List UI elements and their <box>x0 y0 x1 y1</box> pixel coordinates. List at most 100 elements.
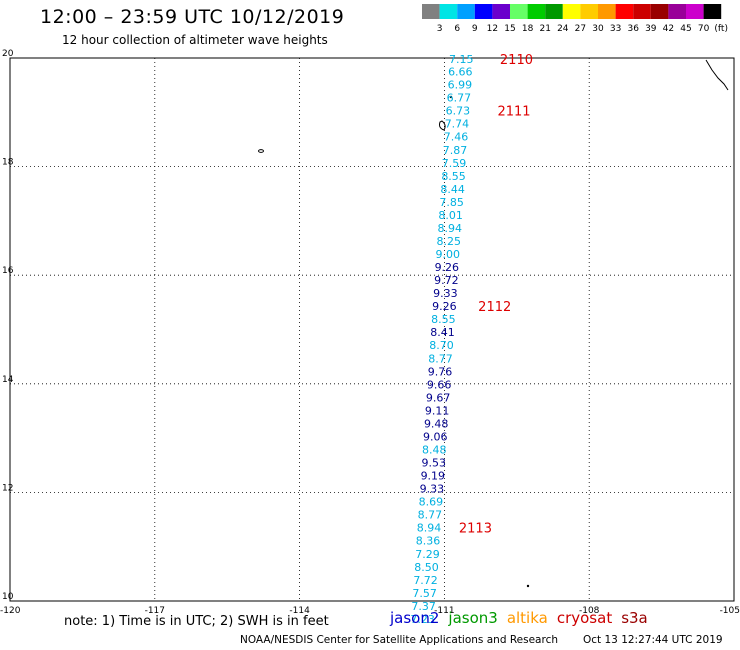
map-frame <box>9 57 735 602</box>
color-scale-label: 45 <box>680 24 691 34</box>
y-tick-label: 16 <box>2 266 14 276</box>
x-tick-label: -114 <box>289 606 310 616</box>
color-swatch <box>510 4 528 19</box>
color-scale-label: 15 <box>504 24 515 34</box>
color-scale-label: 18 <box>522 24 534 34</box>
wave-height-point: 8.69 <box>419 496 444 509</box>
wave-height-point: 8.77 <box>428 352 453 365</box>
color-swatch <box>422 4 440 19</box>
wave-height-point: 8.50 <box>414 561 439 574</box>
wave-height-point: 9.26 <box>435 261 460 274</box>
wave-height-point: 7.57 <box>412 587 437 600</box>
y-tick-label: 12 <box>2 483 13 493</box>
wave-height-point: 9.33 <box>433 287 458 300</box>
wave-height-point: 7.23 <box>410 613 435 626</box>
color-scale-label: 70 <box>698 24 710 34</box>
color-scale-label: 33 <box>610 24 621 34</box>
color-swatch <box>633 4 651 19</box>
time-label: 2111 <box>497 105 530 120</box>
y-tick-label: 18 <box>2 158 14 168</box>
map-title: 12:00 – 23:59 UTC 10/12/2019 <box>40 6 345 28</box>
legend-jason3: jason3 <box>448 609 498 627</box>
satellite-legend: jason2 jason3 altika cryosat s3a <box>390 609 657 627</box>
color-scale-label: 21 <box>539 24 550 34</box>
y-tick-label: 20 <box>2 49 14 59</box>
island-outline <box>526 584 530 588</box>
units-note: note: 1) Time is in UTC; 2) SWH is in fe… <box>64 614 329 629</box>
wave-height-point: 8.41 <box>430 326 455 339</box>
color-swatch <box>703 4 722 19</box>
wave-height-point: 8.77 <box>418 509 443 522</box>
x-tick-label: -111 <box>434 606 454 616</box>
legend-cryosat: cryosat <box>556 609 613 627</box>
wave-height-point: 7.37 <box>411 600 436 613</box>
color-swatch <box>598 4 616 19</box>
wave-height-point: 9.48 <box>424 417 449 430</box>
wave-height-point: 8.01 <box>438 209 463 222</box>
color-scale-label: 12 <box>487 24 498 34</box>
x-tick-label: -117 <box>145 606 165 616</box>
color-swatch <box>474 4 493 19</box>
color-swatch <box>457 4 475 19</box>
wave-height-point: 8.70 <box>429 339 454 352</box>
map-subtitle: 12 hour collection of altimeter wave hei… <box>62 33 328 47</box>
wave-height-point: 7.15 <box>449 53 474 66</box>
wave-height-point: 8.25 <box>436 235 461 248</box>
color-scale-label: 9 <box>472 24 478 34</box>
wave-height-point: 9.67 <box>426 391 451 404</box>
wave-height-point: 8.55 <box>441 170 466 183</box>
time-label: 2110 <box>500 53 533 68</box>
wave-height-point: 7.85 <box>439 196 464 209</box>
color-swatch <box>650 4 669 19</box>
wave-height-point: 9.76 <box>428 365 453 378</box>
wave-height-point: 7.29 <box>415 548 440 561</box>
wave-height-point: 6.99 <box>448 79 473 92</box>
color-swatch <box>545 4 563 19</box>
footer-credit: NOAA/NESDIS Center for Satellite Applica… <box>240 634 558 646</box>
color-scale-label: 24 <box>557 24 569 34</box>
wave-height-point: 8.48 <box>422 444 447 457</box>
time-label: 2112 <box>478 300 511 315</box>
color-scale-bar: 3 6 9 12 15 18 21 24 27 30 33 36 39 42 45 70 (ft) <box>422 4 728 34</box>
color-scale-label: (ft) <box>714 24 728 34</box>
wave-height-point: 8.94 <box>417 522 442 535</box>
island-outline <box>258 149 264 153</box>
legend-jason2: jason2 <box>390 609 440 627</box>
wave-height-point: 8.55 <box>431 313 456 326</box>
wave-height-point: 7.59 <box>442 157 467 170</box>
color-scale-label: 39 <box>645 24 657 34</box>
color-scale-label: 42 <box>663 24 674 34</box>
wave-height-point: 6.66 <box>448 66 473 79</box>
wave-height-point: 7.87 <box>443 144 468 157</box>
color-swatch <box>439 4 458 19</box>
wave-height-point: 9.66 <box>427 378 452 391</box>
color-swatch <box>562 4 581 19</box>
legend-s3a: s3a <box>621 609 648 627</box>
wave-height-point: 9.06 <box>423 430 448 443</box>
color-scale-label: 3 <box>437 24 443 34</box>
color-scale-label: 27 <box>575 24 586 34</box>
x-tick-label: -108 <box>579 606 600 616</box>
wave-height-point: 6.77 <box>447 92 472 105</box>
wave-height-point: 7.74 <box>445 118 470 131</box>
footer-timestamp: Oct 13 12:27:44 UTC 2019 <box>583 634 723 646</box>
x-tick-label: -105 <box>720 606 740 616</box>
wave-height-point: 7.46 <box>444 131 469 144</box>
x-tick-label: -120 <box>0 606 21 616</box>
wave-height-point: 9.11 <box>425 404 450 417</box>
y-tick-label: 10 <box>2 592 14 602</box>
wave-height-point: 8.44 <box>440 183 465 196</box>
coastline <box>705 59 729 91</box>
color-swatch <box>527 4 546 19</box>
color-scale-label: 6 <box>454 24 460 34</box>
wave-height-point: 9.00 <box>436 248 461 261</box>
wave-height-point: 8.94 <box>437 222 462 235</box>
island-outline <box>439 120 446 131</box>
y-tick-label: 14 <box>2 375 14 385</box>
color-swatch <box>686 4 704 19</box>
color-scale-label: 30 <box>592 24 604 34</box>
wave-height-point: 7.72 <box>413 574 438 587</box>
color-swatch <box>580 4 598 19</box>
wave-height-point: 8.36 <box>416 535 441 548</box>
